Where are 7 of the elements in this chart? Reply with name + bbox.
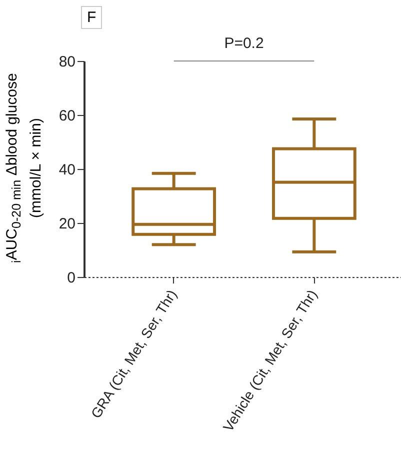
y-tick-label: 40 (58, 162, 76, 178)
y-tick-label: 20 (58, 216, 76, 232)
text: P=0.2 (224, 35, 264, 52)
y-tick-label: 60 (58, 108, 76, 124)
text: F (81, 6, 102, 29)
y-tick-label: 0 (67, 270, 76, 286)
y-tick-label: 80 (58, 54, 76, 70)
